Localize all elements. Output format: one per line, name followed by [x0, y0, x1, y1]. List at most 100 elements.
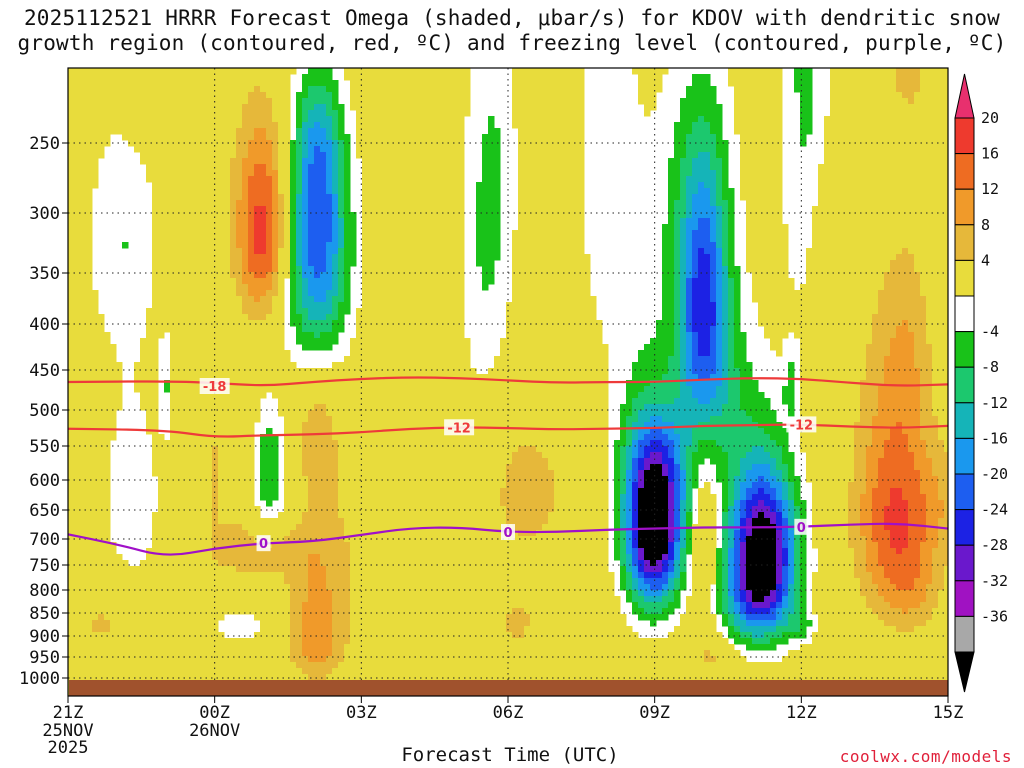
omega-cell	[554, 302, 561, 309]
omega-cell	[548, 170, 555, 177]
omega-cell	[194, 254, 201, 261]
omega-cell	[266, 326, 273, 333]
omega-cell	[218, 212, 225, 219]
omega-cell	[410, 206, 417, 213]
omega-cell	[338, 296, 345, 303]
omega-cell	[80, 242, 87, 249]
omega-cell	[314, 284, 321, 291]
omega-cell	[758, 248, 765, 255]
omega-cell	[938, 116, 945, 123]
omega-cell	[230, 206, 237, 213]
omega-cell	[518, 206, 525, 213]
omega-cell	[914, 146, 921, 153]
omega-cell	[722, 200, 729, 207]
omega-cell	[170, 302, 177, 309]
omega-cell	[236, 116, 243, 123]
omega-cell	[200, 284, 207, 291]
omega-cell	[854, 278, 861, 285]
omega-cell	[164, 272, 171, 279]
omega-cell	[68, 188, 75, 195]
omega-cell	[548, 104, 555, 111]
omega-cell	[230, 128, 237, 135]
omega-cell	[686, 146, 693, 153]
omega-cell	[542, 74, 549, 81]
omega-cell	[224, 140, 231, 147]
omega-cell	[566, 260, 573, 267]
omega-cell	[680, 326, 687, 333]
omega-cell	[86, 104, 93, 111]
omega-cell	[392, 98, 399, 105]
omega-cell	[326, 326, 333, 333]
omega-cell	[548, 260, 555, 267]
omega-cell	[398, 284, 405, 291]
omega-cell	[446, 308, 453, 315]
omega-cell	[674, 188, 681, 195]
omega-cell	[308, 302, 315, 309]
omega-cell	[434, 134, 441, 141]
omega-cell	[488, 194, 495, 201]
omega-cell	[884, 314, 891, 321]
omega-cell	[356, 146, 363, 153]
omega-cell	[884, 164, 891, 171]
omega-cell	[398, 302, 405, 309]
omega-cell	[410, 176, 417, 183]
omega-cell	[248, 86, 255, 93]
omega-cell	[290, 320, 297, 327]
omega-cell	[848, 236, 855, 243]
omega-cell	[902, 164, 909, 171]
omega-cell	[368, 218, 375, 225]
omega-cell	[206, 146, 213, 153]
omega-cell	[728, 74, 735, 81]
omega-cell	[212, 98, 219, 105]
omega-cell	[206, 86, 213, 93]
omega-cell	[194, 290, 201, 297]
omega-cell	[248, 290, 255, 297]
omega-cell	[92, 326, 99, 333]
omega-cell	[710, 98, 717, 105]
omega-cell	[230, 98, 237, 105]
omega-cell	[800, 98, 807, 105]
omega-cell	[206, 266, 213, 273]
omega-cell	[296, 254, 303, 261]
omega-cell	[758, 80, 765, 87]
omega-cell	[206, 254, 213, 261]
omega-cell	[302, 296, 309, 303]
omega-cell	[320, 104, 327, 111]
omega-cell	[554, 242, 561, 249]
omega-cell	[902, 242, 909, 249]
omega-cell	[182, 86, 189, 93]
omega-cell	[920, 236, 927, 243]
omega-cell	[440, 128, 447, 135]
omega-cell	[194, 314, 201, 321]
omega-cell	[938, 260, 945, 267]
omega-cell	[512, 92, 519, 99]
omega-cell	[458, 254, 465, 261]
omega-cell	[152, 314, 159, 321]
omega-cell	[170, 290, 177, 297]
omega-cell	[536, 74, 543, 81]
omega-cell	[248, 110, 255, 117]
omega-cell	[290, 218, 297, 225]
omega-cell	[686, 326, 693, 333]
omega-cell	[908, 212, 915, 219]
omega-cell	[488, 158, 495, 165]
omega-cell	[542, 200, 549, 207]
omega-cell	[884, 80, 891, 87]
omega-cell	[224, 194, 231, 201]
omega-cell	[488, 254, 495, 261]
omega-cell	[878, 80, 885, 87]
omega-cell	[188, 248, 195, 255]
omega-cell	[230, 308, 237, 315]
omega-cell	[800, 284, 807, 291]
omega-cell	[896, 98, 903, 105]
omega-cell	[578, 110, 585, 117]
omega-cell	[872, 248, 879, 255]
omega-cell	[68, 308, 75, 315]
omega-cell	[698, 170, 705, 177]
omega-cell	[326, 86, 333, 93]
omega-cell	[200, 92, 207, 99]
omega-cell	[716, 272, 723, 279]
omega-cell	[746, 74, 753, 81]
omega-cell	[452, 296, 459, 303]
omega-cell	[248, 278, 255, 285]
